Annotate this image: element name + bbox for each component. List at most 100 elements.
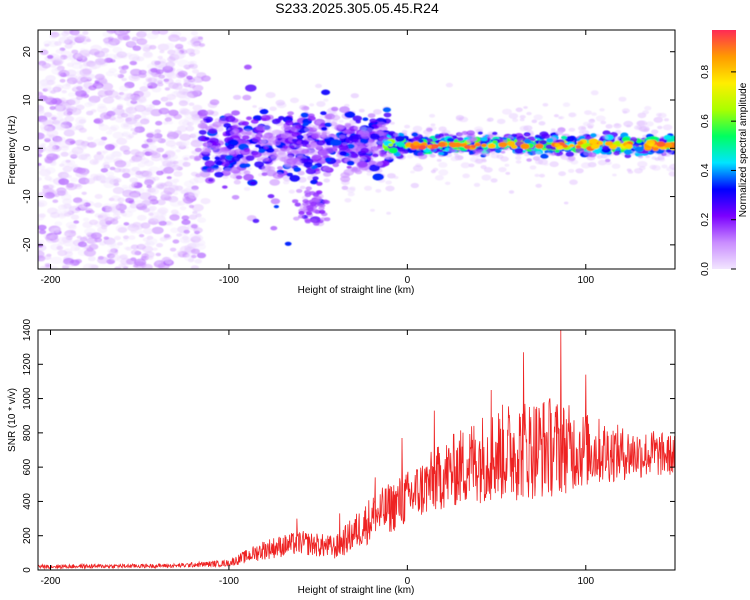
heatmap-blob <box>64 43 73 49</box>
heatmap-blob <box>186 121 194 127</box>
heatmap-blob <box>637 161 648 168</box>
heatmap-blob <box>170 209 179 215</box>
heatmap-blob <box>106 41 117 48</box>
heatmap-blob <box>596 155 603 159</box>
heatmap-blob <box>316 120 322 125</box>
heatmap-blob <box>96 151 102 155</box>
snr-ylabel: SNR (10 * v/v) <box>7 388 18 452</box>
heatmap-blob <box>324 157 332 162</box>
heatmap-blob <box>204 160 215 167</box>
heatmap-blob <box>119 69 127 74</box>
heatmap-blob <box>355 120 361 124</box>
heatmap-blob <box>183 157 189 161</box>
heatmap-blob <box>121 212 128 217</box>
heatmap-blob <box>662 124 673 131</box>
heatmap-blob <box>508 113 519 119</box>
heatmap-blob <box>316 140 326 146</box>
heatmap-blob <box>313 199 320 204</box>
heatmap-blob <box>158 220 167 226</box>
heatmap-blob <box>152 247 158 251</box>
heatmap-blob <box>129 193 140 200</box>
heatmap-blob <box>626 168 632 172</box>
y-tick-label: 0 <box>22 567 33 573</box>
heatmap-blob <box>480 165 487 170</box>
heatmap-blob <box>359 138 368 144</box>
heatmap-blob <box>351 167 358 172</box>
heatmap-blob <box>123 235 129 240</box>
x-tick-label: 0 <box>405 275 411 286</box>
heatmap-blob <box>661 164 668 169</box>
heatmap-blob <box>315 196 322 200</box>
heatmap-blob <box>141 263 153 269</box>
heatmap-blob <box>539 173 545 178</box>
heatmap-blob <box>645 155 650 159</box>
colorbar-tick-label: 0.8 <box>700 64 711 78</box>
heatmap-blob <box>505 171 511 175</box>
heatmap-blob <box>134 258 147 267</box>
heatmap-blob <box>125 117 132 122</box>
heatmap-blob <box>50 256 63 265</box>
heatmap-blob <box>515 107 523 113</box>
heatmap-blob <box>44 158 53 164</box>
heatmap-blob <box>251 136 262 143</box>
heatmap-blob <box>362 117 369 121</box>
heatmap-blob <box>316 101 326 107</box>
heatmap-blob <box>512 118 519 123</box>
heatmap-blob <box>138 90 151 98</box>
y-tick-label: 800 <box>22 424 33 441</box>
heatmap-blob <box>311 155 318 160</box>
heatmap-blob <box>140 222 151 229</box>
heatmap-blob <box>118 263 126 268</box>
heatmap-blob <box>151 226 164 235</box>
heatmap-blob <box>149 45 157 50</box>
heatmap-blob <box>438 149 443 153</box>
heatmap-blob <box>138 234 145 238</box>
heatmap-blob <box>41 62 51 69</box>
heatmap-blob <box>155 69 164 75</box>
heatmap-blob <box>146 184 152 189</box>
heatmap-blob <box>129 60 137 66</box>
heatmap-blob <box>62 165 73 173</box>
heatmap-blob <box>457 132 465 137</box>
heatmap-blob <box>492 140 498 144</box>
heatmap-blob <box>359 156 368 161</box>
heatmap-blob <box>38 147 44 154</box>
heatmap-blob <box>553 114 559 118</box>
heatmap-blob <box>300 112 309 118</box>
heatmap-blob <box>663 118 670 122</box>
heatmap-blob <box>43 255 52 260</box>
heatmap-blob <box>74 34 87 42</box>
heatmap-blob <box>192 104 203 111</box>
heatmap-blob <box>64 212 72 217</box>
heatmap-blob <box>167 120 174 125</box>
heatmap-blob <box>523 139 532 144</box>
heatmap-blob <box>146 133 154 138</box>
y-tick-label: 400 <box>22 493 33 510</box>
heatmap-blob <box>295 124 303 130</box>
heatmap-blob <box>38 132 45 140</box>
heatmap-blob <box>111 115 117 119</box>
heatmap-blob <box>190 265 199 269</box>
heatmap-blob <box>127 223 140 232</box>
heatmap-blob <box>491 131 498 136</box>
heatmap-blob <box>385 185 395 192</box>
heatmap-blob <box>155 261 162 265</box>
heatmap-blob <box>265 169 277 177</box>
heatmap-blob <box>204 137 210 141</box>
heatmap-blob <box>68 97 81 106</box>
heatmap-blob <box>189 155 196 160</box>
heatmap-blob <box>245 131 252 136</box>
heatmap-blob <box>169 199 182 207</box>
heatmap-blob <box>300 148 308 154</box>
heatmap-blob <box>192 69 200 74</box>
heatmap-blob <box>534 173 540 177</box>
heatmap-blob <box>524 152 530 157</box>
heatmap-blob <box>597 159 607 166</box>
heatmap-blob <box>243 148 251 153</box>
heatmap-blob <box>242 94 252 101</box>
heatmap-blob <box>230 166 241 174</box>
heatmap-blob <box>125 41 131 45</box>
heatmap-blob <box>466 130 476 136</box>
heatmap-blob <box>486 134 494 139</box>
